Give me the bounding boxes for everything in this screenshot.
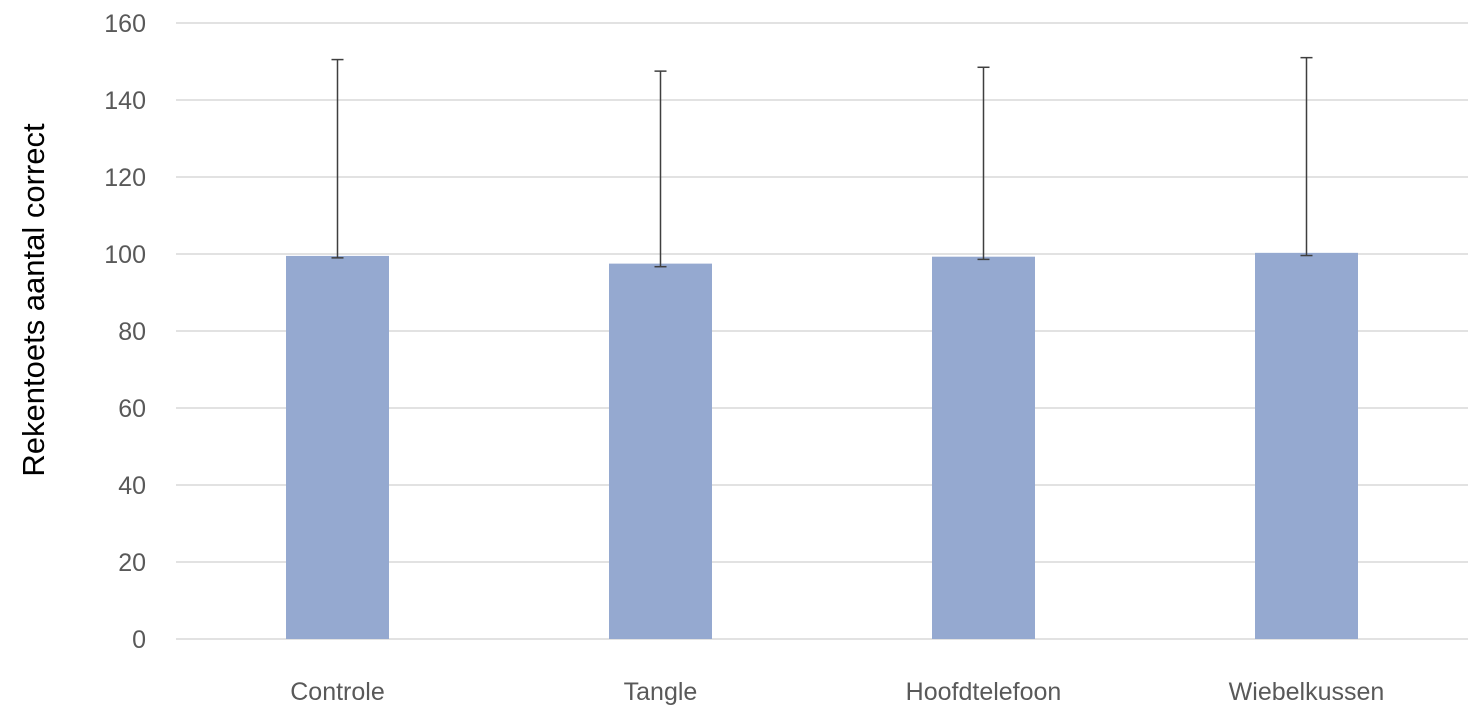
x-axis-tick-labels: Controle Tangle Hoofdtelefoon Wiebelkussen: [290, 678, 1384, 706]
x-tick-label: Wiebelkussen: [1229, 678, 1385, 706]
error-bar: [331, 58, 344, 259]
error-bars: [331, 56, 1313, 268]
x-tick-label: Controle: [290, 678, 385, 706]
y-axis-tick-labels: 0 20 40 60 80 100 120 140 160: [104, 10, 146, 654]
y-tick-label: 20: [118, 549, 146, 577]
y-tick-label: 60: [118, 395, 146, 423]
x-tick-label: Hoofdtelefoon: [906, 678, 1062, 706]
y-tick-label: 80: [118, 318, 146, 346]
bars: [286, 252, 1358, 640]
gridlines: [176, 22, 1468, 640]
y-tick-label: 120: [104, 164, 146, 192]
y-tick-label: 40: [118, 472, 146, 500]
error-bar: [977, 66, 990, 261]
y-axis-label: Rekentoets aantal correct: [16, 123, 51, 477]
error-bar: [654, 70, 667, 268]
bar: [286, 255, 389, 640]
error-bar: [1300, 56, 1313, 257]
bar: [932, 256, 1035, 639]
bar: [609, 263, 712, 639]
bar: [1255, 252, 1358, 639]
y-tick-label: 140: [104, 87, 146, 115]
x-tick-label: Tangle: [624, 678, 698, 706]
y-tick-label: 160: [104, 10, 146, 38]
y-tick-label: 0: [132, 626, 146, 654]
y-tick-label: 100: [104, 241, 146, 269]
